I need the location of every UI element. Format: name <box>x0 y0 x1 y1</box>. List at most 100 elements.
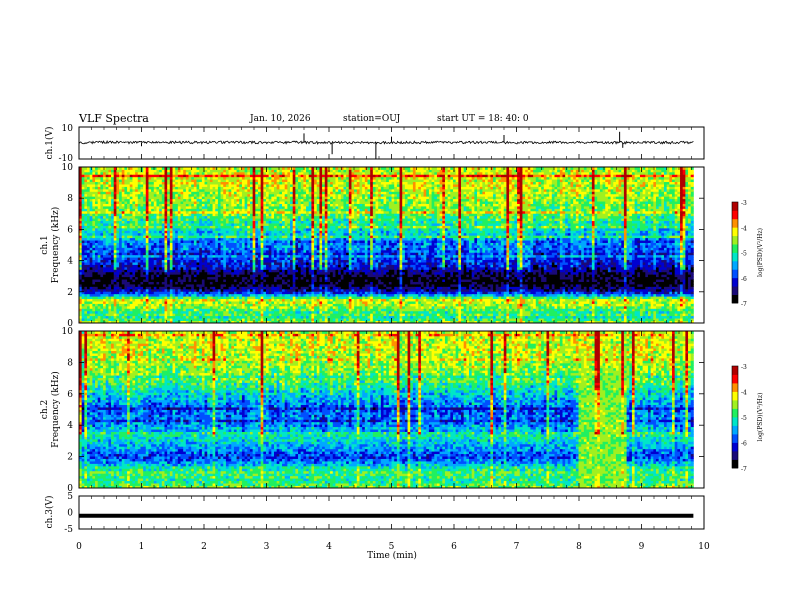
spectrogram-cell <box>194 308 197 311</box>
spectrogram-cell <box>605 316 608 319</box>
spectrogram-cell <box>263 282 266 285</box>
spectrogram-cell <box>627 316 630 319</box>
spectrogram-cell <box>562 274 565 277</box>
spectrogram-cell <box>271 291 274 294</box>
spectrogram-cell <box>87 282 90 285</box>
spectrogram-cell <box>600 301 603 304</box>
spectrogram-cell <box>488 277 491 280</box>
spectrogram-cell <box>506 299 509 302</box>
spectrogram-cell <box>194 306 197 309</box>
spectrogram-cell <box>376 304 379 307</box>
spectrogram-cell <box>573 282 576 285</box>
spectrogram-cell <box>111 274 114 277</box>
spectrogram-cell <box>108 284 111 287</box>
spectrogram-cell <box>442 282 445 285</box>
spectrogram-cell <box>579 299 582 302</box>
spectrogram-cell <box>552 306 555 309</box>
spectrogram-cell <box>178 291 181 294</box>
spectrogram-cell <box>98 282 101 285</box>
spectrogram-cell <box>258 284 261 287</box>
spectrogram-cell <box>213 279 216 282</box>
spectrogram-cell <box>135 272 138 275</box>
spectrogram-cell <box>146 294 149 297</box>
spectrogram-cell <box>667 289 670 292</box>
spectrogram-cell <box>520 306 523 309</box>
spectrogram-cell <box>202 304 205 307</box>
spectrogram-cell <box>271 286 274 289</box>
spectrogram-cell <box>261 274 264 277</box>
spectrogram-cell <box>263 291 266 294</box>
spectrogram-cell <box>397 272 400 275</box>
spectrogram-cell <box>392 284 395 287</box>
spectrogram-cell <box>397 318 400 321</box>
spectrogram-cell <box>477 308 480 311</box>
spectrogram-cell <box>506 311 509 314</box>
spectrogram-cell <box>95 286 98 289</box>
spectrogram-cell <box>587 284 590 287</box>
spectrogram-cell <box>108 286 111 289</box>
spectrogram-cell <box>263 289 266 292</box>
spectrogram-cell <box>132 299 135 302</box>
spectrogram-cell <box>167 291 170 294</box>
spectrogram-cell <box>378 286 381 289</box>
spectrogram-cell <box>659 282 662 285</box>
spectrogram-cell <box>290 289 293 292</box>
spectrogram-cell <box>394 301 397 304</box>
spectrogram-cell <box>592 296 595 299</box>
spectrogram-cell <box>603 284 606 287</box>
spectrogram-cell <box>541 316 544 319</box>
spectrogram-cell <box>376 313 379 316</box>
spectrogram-cell <box>501 289 504 292</box>
spectrogram-cell <box>122 286 125 289</box>
spectrogram-cell <box>202 294 205 297</box>
spectrogram-cell <box>261 318 264 321</box>
spectrogram-cell <box>688 286 691 289</box>
spectrogram-cell <box>675 313 678 316</box>
spectrogram-cell <box>533 318 536 321</box>
spectrogram-cell <box>143 318 146 321</box>
spectrogram-cell <box>376 294 379 297</box>
spectrogram-cell <box>140 289 143 292</box>
spectrogram-cell <box>546 308 549 311</box>
spectrogram-cell <box>116 306 119 309</box>
spectrogram-cell <box>122 308 125 311</box>
spectrogram-cell <box>215 306 218 309</box>
spectrogram-cell <box>480 272 483 275</box>
spectrogram-cell <box>552 318 555 321</box>
spectrogram-cell <box>413 291 416 294</box>
spectrogram-cell <box>370 274 373 277</box>
spectrogram-cell <box>301 306 304 309</box>
spectrogram-cell <box>295 291 298 294</box>
spectrogram-cell <box>274 313 277 316</box>
spectrogram-cell <box>199 294 202 297</box>
spectrogram-cell <box>482 318 485 321</box>
spectrogram-cell <box>584 301 587 304</box>
spectrogram-cell <box>571 294 574 297</box>
spectrogram-cell <box>127 318 130 321</box>
spectrogram-cell <box>245 316 248 319</box>
spectrogram-cell <box>512 286 515 289</box>
spectrogram-cell <box>285 289 288 292</box>
spectrogram-cell <box>354 313 357 316</box>
spectrogram-cell <box>138 289 141 292</box>
spectrogram-cell <box>95 308 98 311</box>
spectrogram-cell <box>528 272 531 275</box>
spectrogram-cell <box>143 284 146 287</box>
spectrogram-cell <box>346 301 349 304</box>
spectrogram-cell <box>424 279 427 282</box>
spectrogram-cell <box>611 284 614 287</box>
spectrogram-cell <box>613 282 616 285</box>
spectrogram-cell <box>306 304 309 307</box>
spectrogram-cell <box>100 301 103 304</box>
spectrogram-cell <box>458 308 461 311</box>
spectrogram-cell <box>688 318 691 321</box>
spectrogram-cell <box>488 318 491 321</box>
spectrogram-cell <box>562 301 565 304</box>
spectrogram-cell <box>255 301 258 304</box>
spectrogram-cell <box>472 294 475 297</box>
spectrogram-cell <box>544 299 547 302</box>
spectrogram-cell <box>167 316 170 319</box>
spectrogram-cell <box>261 291 264 294</box>
spectrogram-cell <box>549 313 552 316</box>
spectrogram-cell <box>667 284 670 287</box>
